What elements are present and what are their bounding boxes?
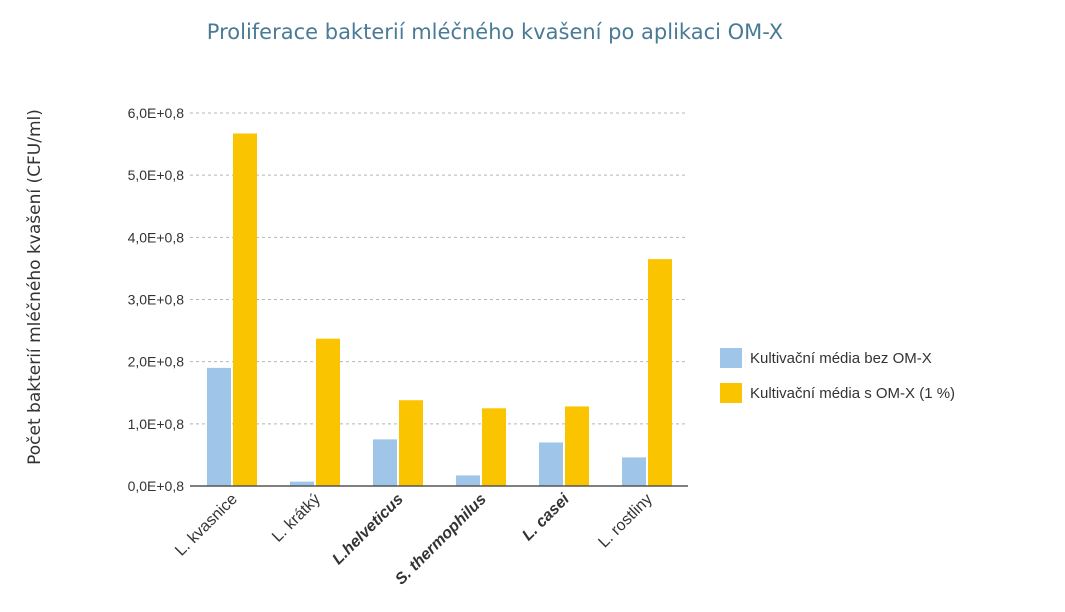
legend-swatch: [720, 383, 742, 403]
gridlines: [190, 112, 688, 425]
bar-with-omx: [482, 408, 506, 486]
x-tick-label: L.helveticus: [329, 491, 406, 568]
legend-swatch: [720, 348, 742, 368]
y-axis-title: Počet bakterií mléčného kvašení (CFU/ml): [25, 109, 45, 465]
bar-with-omx: [648, 259, 672, 486]
y-tick-label: 5,0E+0,8: [128, 167, 185, 183]
y-tick-label: 1,0E+0,8: [128, 416, 185, 432]
y-tick-label: 6,0E+0,8: [128, 105, 185, 121]
bar-with-omx: [565, 406, 589, 486]
y-tick-label: 3,0E+0,8: [128, 292, 185, 308]
legend: Kultivační média bez OM-X Kultivační médi…: [720, 348, 955, 403]
legend-label: Kultivační média bez OM-X: [750, 350, 932, 367]
bar-without-omx: [539, 442, 563, 486]
x-tick-label: L. kvasnice: [172, 491, 241, 560]
bar-without-omx: [373, 439, 397, 486]
bar-without-omx: [622, 457, 646, 486]
x-tick-label: S. thermophilus: [392, 491, 490, 589]
bar-without-omx: [207, 367, 231, 486]
bar-with-omx: [316, 338, 340, 486]
bar-with-omx: [399, 400, 423, 486]
bars: [207, 133, 672, 486]
y-tick-label: 0,0E+0,8: [128, 478, 185, 494]
bar-with-omx: [233, 133, 257, 486]
x-tick-label: L. rostliny: [595, 491, 655, 551]
x-tick-label: L. krátký: [269, 491, 324, 546]
y-tick-label: 4,0E+0,8: [128, 229, 185, 245]
y-axis-ticks: 0,0E+0,8 1,0E+0,8 2,0E+0,8 3,0E+0,8 4,0E+0,8…: [128, 105, 185, 494]
bar-without-omx: [290, 481, 314, 486]
bar-without-omx: [456, 475, 480, 486]
y-tick-label: 2,0E+0,8: [128, 354, 185, 370]
legend-label: Kultivační média s OM-X (1 %): [750, 385, 955, 402]
chart-title: Proliferace bakterií mléčného kvašení po…: [206, 20, 784, 44]
x-tick-label: L. casei: [519, 490, 573, 544]
